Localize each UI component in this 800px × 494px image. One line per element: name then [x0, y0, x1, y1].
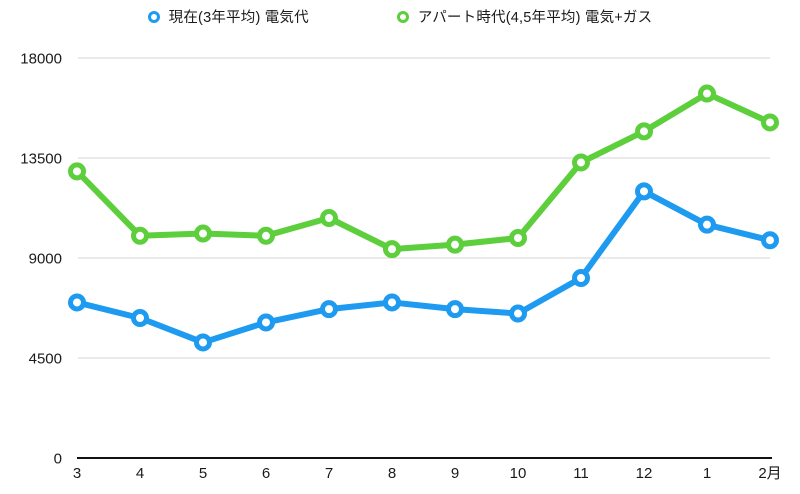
current-series-point	[635, 182, 653, 201]
current-series-point	[509, 304, 527, 323]
legend-item-current: 現在(3年平均) 電気代	[147, 6, 309, 27]
legend-label-current: 現在(3年平均) 電気代	[168, 10, 309, 26]
apartment-series-point	[131, 226, 149, 245]
legend-marker-apartment-icon	[396, 10, 409, 23]
x-axis-tick-label: 10	[510, 465, 527, 482]
x-axis-tick-label: 4	[136, 465, 144, 482]
chart-legend: 現在(3年平均) 電気代 アパート時代(4,5年平均) 電気+ガス	[0, 6, 800, 27]
current-series-point	[446, 300, 464, 319]
apartment-series-point	[383, 240, 401, 259]
x-axis-tick-label: 11	[573, 465, 589, 482]
x-axis-tick-label: 12	[636, 465, 653, 482]
current-series-point	[131, 309, 149, 327]
y-axis-tick-label: 18000	[20, 51, 62, 68]
y-axis-tick-label: 0	[54, 451, 62, 468]
y-axis-tick-label: 9000	[29, 251, 62, 268]
apartment-series-point	[761, 113, 779, 132]
current-series-point	[194, 333, 212, 352]
apartment-series-point	[194, 224, 212, 243]
x-axis-tick-label: 1	[703, 465, 711, 482]
apartment-series-line	[74, 90, 773, 253]
y-axis-tick-label: 13500	[20, 151, 62, 168]
current-series-point	[761, 231, 779, 250]
x-axis-tick-label: 2月	[758, 465, 781, 482]
x-axis-tick-label: 3	[73, 465, 81, 482]
y-axis-tick-label: 4500	[29, 351, 62, 368]
apartment-series-point	[446, 235, 464, 254]
x-axis-tick-label: 9	[451, 465, 459, 482]
current-series-point	[572, 269, 590, 287]
x-axis-tick-label: 8	[388, 465, 396, 482]
apartment-series-point	[572, 153, 590, 172]
current-series-point	[383, 293, 401, 312]
apartment-series-point	[509, 229, 527, 247]
x-axis-tick-label: 5	[199, 465, 207, 482]
apartment-series-point	[68, 162, 86, 181]
legend-label-apartment: アパート時代(4,5年平均) 電気+ガス	[417, 10, 653, 26]
apartment-series-point	[320, 209, 338, 227]
legend-item-apartment: アパート時代(4,5年平均) 電気+ガス	[396, 6, 653, 27]
current-series-point	[320, 300, 338, 319]
apartment-series-point	[698, 84, 716, 103]
current-series-point	[257, 313, 275, 332]
x-axis-tick-label: 6	[262, 465, 270, 482]
x-axis-tick-label: 7	[325, 465, 333, 482]
current-series-line	[74, 188, 773, 346]
apartment-series-point	[257, 226, 275, 245]
apartment-series-point	[635, 122, 653, 141]
current-series-point	[698, 215, 716, 234]
current-series-point	[68, 293, 86, 312]
legend-marker-current-icon	[147, 10, 160, 23]
